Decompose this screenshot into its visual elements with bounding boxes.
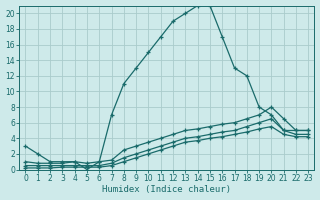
X-axis label: Humidex (Indice chaleur): Humidex (Indice chaleur) bbox=[102, 185, 231, 194]
